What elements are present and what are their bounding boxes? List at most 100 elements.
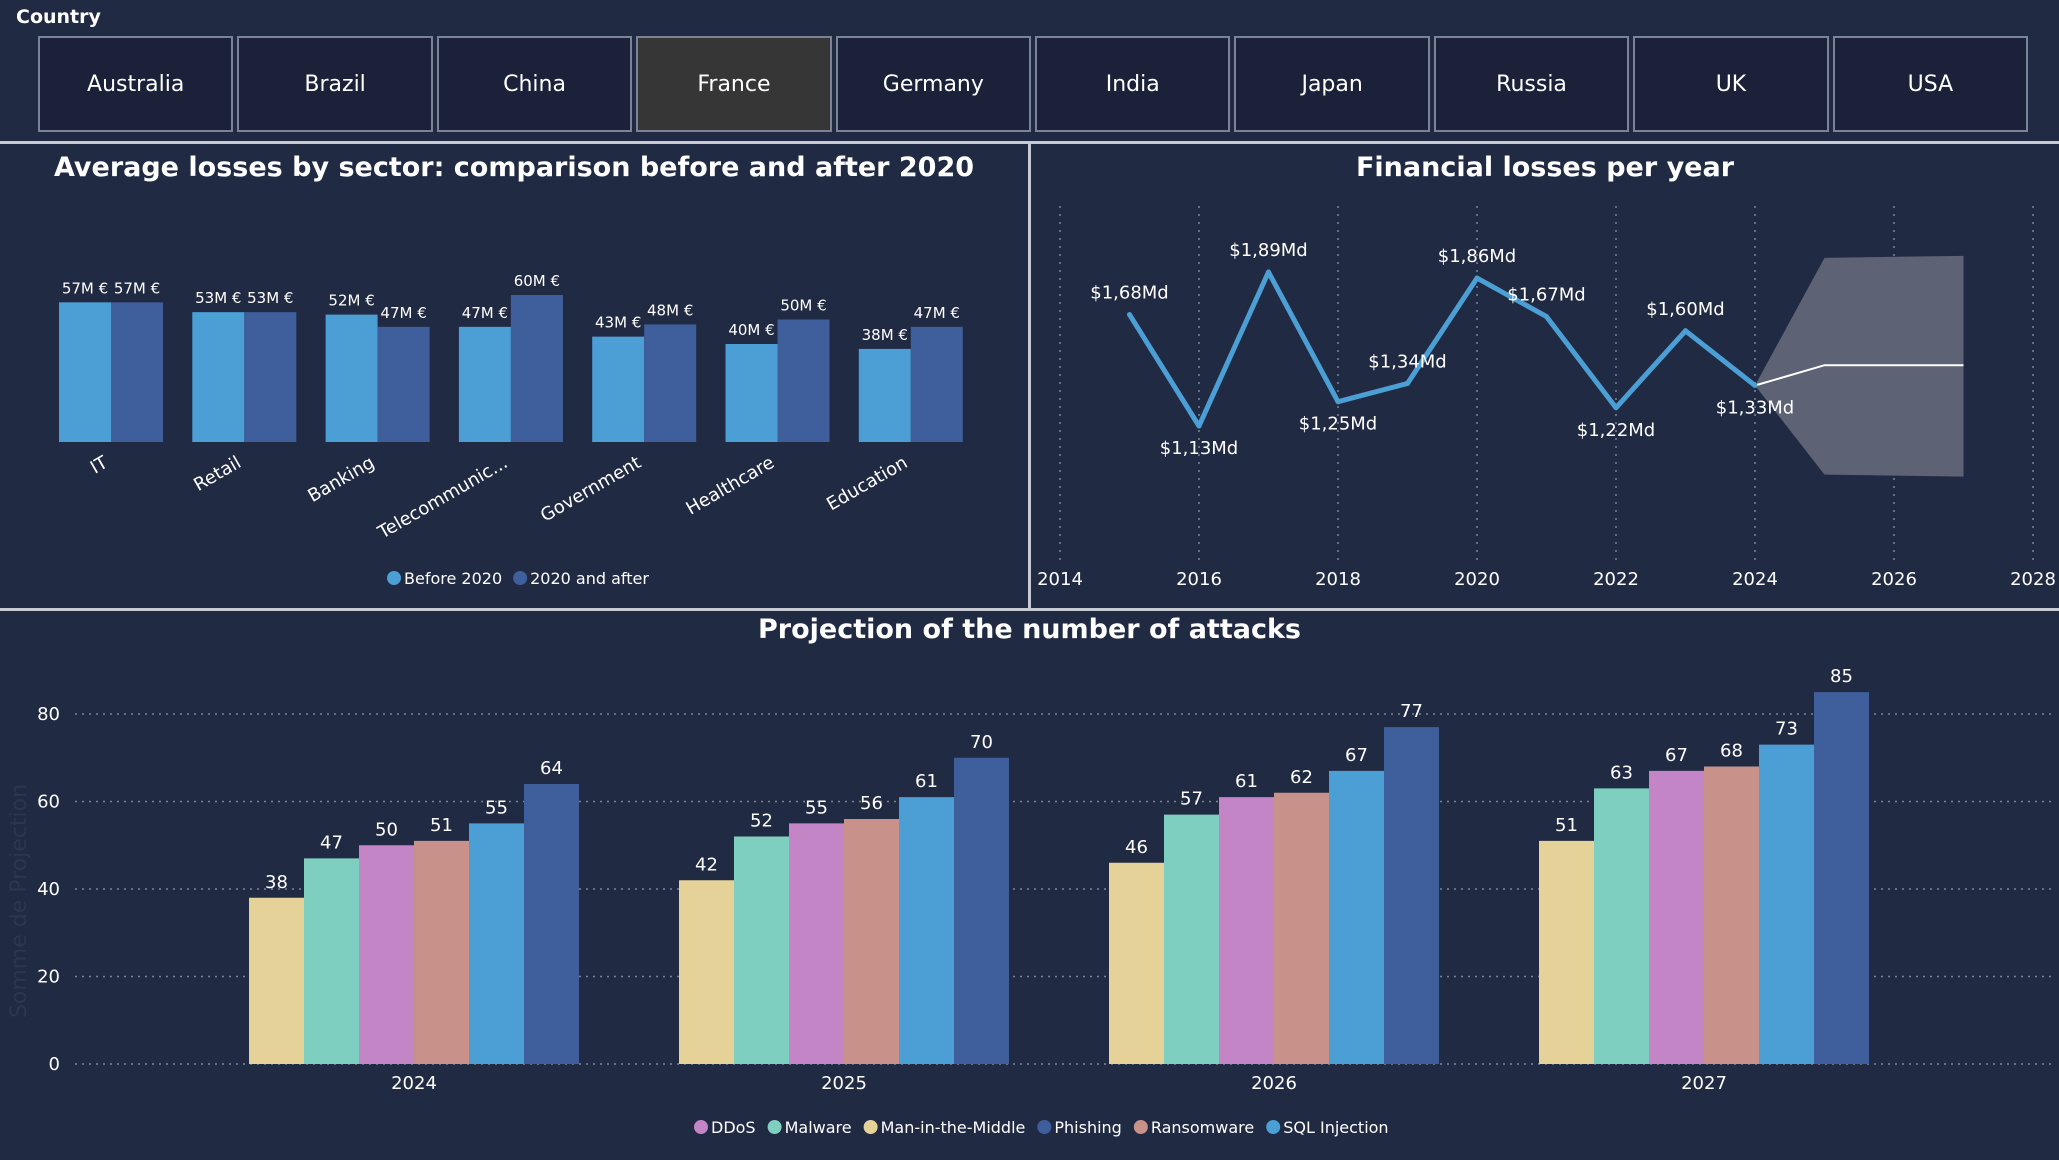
bar-2027-ransomware [1704,766,1759,1064]
country-button-china[interactable]: China [436,36,633,132]
attacks-legend: DDoS Malware Man-in-the-Middle Phishing Rans… [694,1118,1389,1137]
data-label-retail-2020-and-after: 53M € [247,289,293,307]
bar-2026-man-in-the-middle [1109,862,1164,1064]
data-label-2021: $1,67Md [1507,285,1586,306]
point-2015 [1127,312,1132,318]
data-label-2026-ddos: 61 [1235,771,1258,792]
x-tick-2016: 2016 [1176,569,1222,590]
data-label-education-2020-and-after: 47M € [914,304,960,322]
x-tick-2025: 2025 [821,1073,867,1094]
forecast-line [1754,364,1964,387]
country-button-brazil[interactable]: Brazil [237,36,433,132]
point-2023 [1683,328,1688,334]
country-button-usa[interactable]: USA [1832,36,2029,132]
bar-education-before-2020 [858,348,911,442]
bar-education-2020-and-after [910,326,963,442]
forecast-confidence-band [1755,255,1964,477]
bar-2025-phishing [954,757,1009,1064]
data-label-2027-man-in-the-middle: 51 [1555,815,1578,836]
legend-marker-phishing [1037,1120,1052,1134]
bar-2027-malware [1594,788,1649,1064]
data-label-2017: $1,89Md [1229,240,1308,261]
point-2020 [1474,275,1480,281]
losses-line [1127,269,1757,429]
bar-government-2020-and-after [644,324,697,442]
y-tick-20: 20 [37,967,60,988]
x-tick-healthcare: Healthcare [683,452,778,519]
x-tick-2018: 2018 [1315,569,1361,590]
country-button-japan[interactable]: Japan [1234,36,1430,132]
bar-2025-sql-injection [899,797,954,1064]
bar-healthcare-before-2020 [725,344,778,442]
legend-marker-before-2020 [387,571,401,585]
legend-marker-malware [767,1120,782,1134]
data-label-2024-sql-injection: 55 [485,797,508,818]
point-2016 [1196,423,1202,429]
data-label-2023: $1,60Md [1646,299,1725,320]
legend-label-sql-injection: SQL Injection [1283,1118,1388,1137]
country-button-france[interactable]: France [636,36,832,132]
legend-label-ddos: DDoS [711,1118,756,1137]
x-tick-retail: Retail [190,452,245,496]
data-label-2027-phishing: 85 [1830,666,1853,687]
point-2018 [1335,399,1341,405]
data-label-telecommunic-before-2020: 47M € [462,304,508,322]
bar-retail-before-2020 [192,312,245,442]
data-label-2026-sql-injection: 67 [1345,745,1368,766]
bar-2026-malware [1164,814,1219,1064]
yearly-losses-title: Financial losses per year [1355,152,1735,183]
sector-losses-title: Average losses by sector: comparison bef… [53,152,975,183]
bar-banking-before-2020 [325,314,378,442]
country-button-russia[interactable]: Russia [1433,36,1630,132]
data-label-retail-before-2020: 53M € [195,289,241,307]
data-label-2025-ransomware: 56 [860,793,883,814]
x-tick-banking: Banking [304,452,378,507]
bar-2024-sql-injection [469,823,524,1064]
bar-2027-ddos [1649,770,1704,1064]
y-axis-label: Somme de Projection [7,784,32,1018]
bar-2024-malware [304,858,359,1064]
bar-2026-ransomware [1274,792,1329,1064]
x-tick-2027: 2027 [1681,1073,1727,1094]
sector-losses-panel: Average losses by sector: comparison bef… [0,144,1028,608]
data-label-2018: $1,25Md [1299,414,1378,435]
x-tick-government: Government [537,452,645,526]
bar-2027-sql-injection [1759,744,1814,1064]
bar-2025-ddos [789,823,844,1064]
bar-it-2020-and-after [111,302,163,442]
country-button-india[interactable]: India [1035,36,1231,132]
bar-2024-ddos [359,845,414,1064]
x-tick-2026: 2026 [1871,569,1917,590]
legend-marker-man-in-the-middle [863,1120,878,1134]
country-button-germany[interactable]: Germany [835,36,1032,132]
sector-legend: Before 2020 2020 and after [387,569,649,588]
country-button-australia[interactable]: Australia [38,36,234,132]
data-label-2025-sql-injection: 61 [915,771,938,792]
y-tick-80: 80 [37,704,60,725]
yearly-losses-panel: Financial losses per year 2014 2016 2018 20… [1031,144,2059,608]
bar-it-before-2020 [59,302,111,442]
slicer-title: Country [16,6,101,28]
legend-marker-ransomware [1133,1120,1148,1134]
data-label-healthcare-2020-and-after: 50M € [780,297,826,315]
data-label-it-2020-and-after: 57M € [114,279,160,297]
data-label-2027-ransomware: 68 [1720,741,1743,762]
point-2024 [1752,382,1758,388]
yearly-losses-chart: 2014 2016 2018 2020 2022 2024 2026 2028 $1,68Md $… [1037,206,2056,590]
country-button-uk[interactable]: UK [1633,36,1829,132]
divider-vertical [1028,141,1031,610]
legend-label-phishing: Phishing [1054,1118,1121,1137]
legend-label-before-2020: Before 2020 [404,569,502,588]
x-tick-2024: 2024 [391,1073,437,1094]
bar-banking-2020-and-after [377,326,430,442]
data-label-2024-ransomware: 51 [430,815,453,836]
bar-telecommunic-2020-and-after [510,295,563,442]
data-label-2026-man-in-the-middle: 46 [1125,837,1148,858]
bar-retail-2020-and-after [244,312,297,442]
x-tick-2026: 2026 [1251,1073,1297,1094]
x-tick-telecommunic: Telecommunic... [374,452,512,544]
bar-2025-malware [734,836,789,1064]
bar-2026-ddos [1219,797,1274,1064]
legend-label-malware: Malware [785,1118,852,1137]
bar-healthcare-2020-and-after [777,319,830,442]
